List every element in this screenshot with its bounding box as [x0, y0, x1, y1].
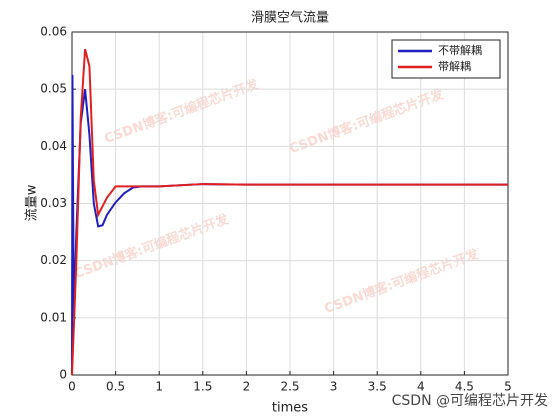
x-tick-label: 0	[68, 380, 76, 394]
legend-label: 不带解耦	[438, 43, 482, 57]
x-tick-label: 2.5	[280, 380, 299, 394]
x-tick-label: 3	[330, 380, 338, 394]
y-tick-label: 0.04	[40, 139, 67, 153]
y-axis-label: 流量w	[25, 184, 40, 221]
y-tick-label: 0.06	[40, 25, 67, 39]
x-tick-label: 4.5	[455, 380, 474, 394]
x-tick-label: 1	[155, 380, 163, 394]
x-tick-label: 4	[417, 380, 425, 394]
legend-label: 带解耦	[438, 59, 471, 73]
y-tick-label: 0.02	[40, 253, 67, 267]
y-tick-label: 0	[59, 368, 67, 382]
series-line	[71, 48, 508, 376]
x-tick-label: 0.5	[106, 380, 125, 394]
chart-title: 滑膜空气流量	[251, 10, 329, 26]
y-tick-label: 0.01	[40, 310, 67, 324]
legend-box	[391, 39, 501, 79]
x-tick-label: 1.5	[193, 380, 212, 394]
plot: 0 0.01 0.02 0.03 0.04 0.05 0.06 0 0.5 1 1.5 2 2.5 3 3.…	[40, 25, 512, 394]
x-tick-label: 3.5	[368, 380, 387, 394]
credit: CSDN @可编程芯片开发	[392, 393, 548, 409]
y-tick-label: 0.05	[40, 82, 67, 96]
x-tick-label: 5	[504, 380, 512, 394]
x-tick-label: 2	[243, 380, 251, 394]
x-axis-label: times	[272, 401, 308, 416]
y-tick-label: 0.03	[40, 196, 67, 210]
